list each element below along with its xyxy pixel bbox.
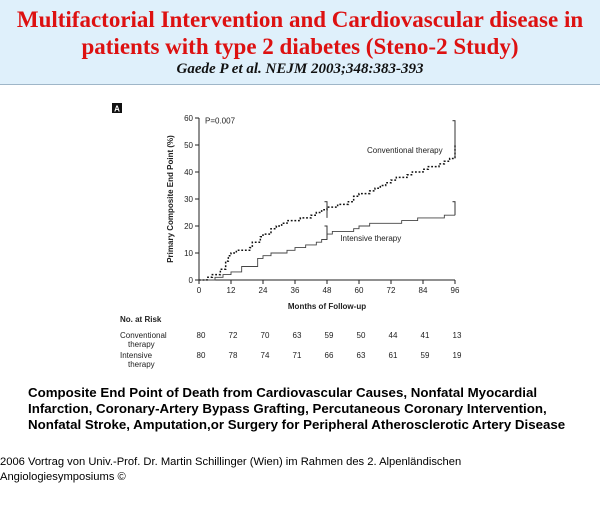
x-tick-label: 12 [227, 286, 236, 295]
risk-table-header: No. at Risk [120, 315, 162, 324]
x-tick-label: 84 [419, 286, 428, 295]
y-tick-label: 30 [184, 195, 193, 204]
y-tick-label: 10 [184, 249, 193, 258]
figure-panel [108, 100, 480, 370]
x-tick-label: 0 [197, 286, 202, 295]
y-tick-label: 60 [184, 114, 193, 123]
x-axis-title: Months of Follow-up [288, 302, 366, 311]
panel-label-box [112, 103, 122, 113]
figure-caption: Composite End Point of Death from Cardio… [28, 385, 566, 432]
risk-value: 63 [293, 331, 302, 340]
conventional-therapy-label: Conventional therapy [367, 146, 443, 155]
x-tick-label: 72 [387, 286, 396, 295]
x-tick-label: 48 [323, 286, 332, 295]
risk-value: 70 [261, 331, 270, 340]
title-banner: Multifactorial Intervention and Cardiova… [0, 0, 600, 85]
y-tick-label: 20 [184, 222, 193, 231]
x-tick-label: 60 [355, 286, 364, 295]
panel-label: A [114, 105, 120, 114]
risk-row-label: therapy [128, 340, 155, 349]
risk-value: 80 [197, 331, 206, 340]
risk-value: 59 [421, 351, 430, 360]
copyright-footer: 2006 Vortrag von Univ.-Prof. Dr. Martin … [0, 456, 462, 483]
y-tick-label: 0 [189, 276, 194, 285]
intensive-therapy-label: Intensive therapy [340, 234, 401, 243]
slide-title: Multifactorial Intervention and Cardiova… [16, 7, 584, 59]
survival-chart: A 0 10 20 30 40 50 60 0 12 24 36 48 60 72 84 96 Months of… [112, 103, 462, 369]
risk-value: 59 [325, 331, 334, 340]
risk-value: 71 [293, 351, 302, 360]
risk-value: 13 [453, 331, 462, 340]
p-value: P=0.007 [205, 116, 236, 125]
risk-value: 74 [261, 351, 270, 360]
x-tick-label: 96 [451, 286, 460, 295]
y-tick-label: 50 [184, 141, 193, 150]
risk-value: 78 [229, 351, 238, 360]
risk-value: 72 [229, 331, 238, 340]
risk-value: 63 [357, 351, 366, 360]
risk-value: 44 [389, 331, 398, 340]
risk-value: 41 [421, 331, 430, 340]
risk-value: 80 [197, 351, 206, 360]
y-tick-label: 40 [184, 168, 193, 177]
risk-value: 66 [325, 351, 334, 360]
intensive-therapy-curve [199, 214, 455, 281]
y-axis-title: Primary Composite End Point (%) [166, 135, 175, 263]
risk-value: 19 [453, 351, 462, 360]
x-tick-label: 24 [259, 286, 268, 295]
citation: Gaede P et al. NEJM 2003;348:383-393 [176, 61, 424, 77]
risk-value: 50 [357, 331, 366, 340]
risk-value: 61 [389, 351, 398, 360]
risk-row-label: Intensive [120, 351, 153, 360]
risk-row-label: Conventional [120, 331, 167, 340]
x-tick-label: 36 [291, 286, 300, 295]
risk-row-label: therapy [128, 360, 155, 369]
